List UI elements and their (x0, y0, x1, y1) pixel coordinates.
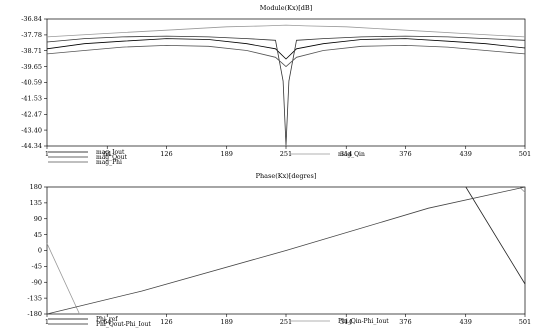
module-chart-title: Module(Kx)[dB] (260, 4, 312, 12)
module-chart-series-line-2 (46, 44, 526, 68)
module-chart-series-line-1 (46, 35, 526, 146)
module-chart-x-axis: 1 64 126 189 251 314 376 439 501 (45, 146, 531, 158)
phase-chart-x-tick-label: 376 (399, 318, 411, 326)
phase-chart-y-tick-label: 0 (38, 247, 42, 255)
module-chart-x-tick-label: 439 (460, 150, 472, 158)
module-chart-x-tick-label: 376 (399, 150, 411, 158)
module-chart-plot-area (46, 18, 526, 147)
phase-chart-y-tick-label: 180 (30, 183, 42, 191)
module-chart-series-line-3 (46, 24, 526, 38)
module-chart-x-tick-label: 126 (160, 150, 172, 158)
phase-chart: Phase(Kx)[degres] 180 135 90 45 0 -45 -90 -135 -… (27, 172, 531, 328)
module-chart-y-tick-label: -43.40 (21, 126, 42, 134)
phase-chart-y-tick-label: 90 (34, 215, 42, 223)
phase-chart-legend-label: Phi_Qin-Phi_Iout (338, 318, 389, 325)
module-chart-y-tick-label: -36.84 (21, 15, 42, 23)
module-chart-y-axis: -36.84 -37.78 -38.71 -39.65 -40.59 -41.53 -42.… (21, 15, 47, 150)
phase-chart-x-axis: 1 64 126 189 251 314 376 439 501 (45, 314, 531, 326)
phase-chart-title: Phase(Kx)[degres] (256, 172, 317, 180)
module-chart-legend-label: mag_Qout (96, 154, 128, 161)
phase-chart-x-tick-label: 314 (340, 318, 352, 326)
phase-chart-x-tick-label: 251 (280, 318, 292, 326)
module-chart-y-tick-label: -38.71 (21, 47, 42, 55)
phase-chart-series-line-3 (46, 186, 526, 315)
phase-chart-y-tick-label: 135 (30, 199, 42, 207)
phase-chart-x-tick-label: 126 (160, 318, 172, 326)
phase-chart-y-tick-label: -45 (32, 263, 42, 271)
phase-chart-series-line-1 (465, 186, 526, 285)
phase-chart-x-tick-label: 189 (221, 318, 233, 326)
module-chart: Module(Kx)[dB] -36.84-37.78-38.71-39.65-… (21, 4, 531, 166)
module-chart-y-tick-label: -42.47 (21, 111, 42, 119)
phase-chart-series (46, 186, 526, 315)
module-chart-y-tick-label: -40.59 (21, 79, 42, 87)
phase-chart-y-tick-label: -180 (27, 310, 42, 318)
module-chart-y-tick-label: -44.34 (21, 142, 42, 150)
phase-chart-x-tick-label: 1 (45, 318, 49, 326)
phase-chart-x-tick-label: 501 (519, 318, 531, 326)
module-chart-x-tick-label: 64 (103, 150, 111, 158)
module-chart-x-tick-label: 189 (221, 150, 233, 158)
phase-chart-legend-label: Phi_ref (96, 316, 118, 323)
phase-chart-y-tick-label: -90 (32, 278, 42, 286)
module-chart-legend-label: mag_Qin (338, 151, 365, 158)
module-chart-x-tick-label: 501 (519, 150, 531, 158)
phase-chart-y-axis: 180 135 90 45 0 -45 -90 -135 -180 (27, 183, 47, 318)
module-chart-y-tick-label: -39.65 (21, 63, 42, 71)
phase-chart-y-tick-label: 45 (34, 231, 42, 239)
module-chart-legend-label: mag_Iout (96, 149, 125, 156)
module-chart-x-tick-label: 1 (45, 150, 49, 158)
module-chart-y-tick-label: -37.78 (21, 31, 42, 39)
phase-chart-y-tick-label: -135 (27, 294, 42, 302)
phase-chart-x-tick-label: 439 (460, 318, 472, 326)
module-chart-legend-label: mag_Phi (96, 159, 122, 166)
module-chart-x-tick-label: 314 (340, 150, 352, 158)
module-chart-y-tick-label: -41.53 (21, 95, 42, 103)
phase-chart-legend-label: Phi_Qout-Phi_Iout (96, 321, 151, 328)
module-chart-series-line-0 (46, 38, 526, 60)
module-chart-x-tick-label: 251 (280, 150, 292, 158)
phase-chart-x-tick-label: 64 (103, 318, 111, 326)
module-chart-series (46, 24, 526, 146)
